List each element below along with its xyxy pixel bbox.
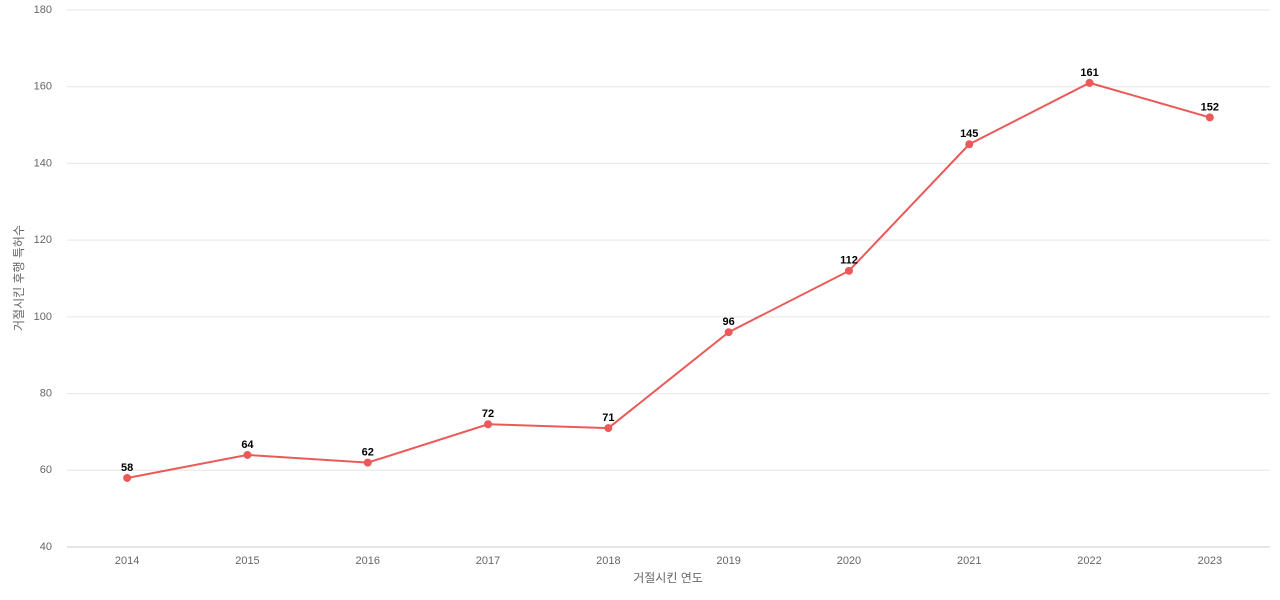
data-label: 96 xyxy=(723,316,735,328)
y-tick-label: 60 xyxy=(40,464,52,476)
point xyxy=(123,473,132,482)
y-tick-label: 100 xyxy=(34,311,52,323)
data-label: 58 xyxy=(121,462,133,474)
x-tick-label: 2014 xyxy=(115,555,139,567)
line xyxy=(126,81,1211,479)
point xyxy=(1085,78,1094,87)
y-tick-label: 160 xyxy=(34,81,52,93)
x-tick-label: 2016 xyxy=(356,555,380,567)
x-tick-label: 2022 xyxy=(1077,555,1101,567)
y-tick-label: 120 xyxy=(34,234,52,246)
y-tick-label: 40 xyxy=(40,541,52,553)
point xyxy=(484,420,493,429)
x-tick-label: 2021 xyxy=(957,555,981,567)
data-label: 64 xyxy=(241,439,254,451)
point xyxy=(363,458,372,467)
data-label: 72 xyxy=(482,408,494,420)
x-tick-label: 2020 xyxy=(837,555,861,567)
x-tick-label: 2018 xyxy=(596,555,620,567)
y-tick-label: 180 xyxy=(34,4,52,16)
point xyxy=(965,140,974,149)
x-tick-label: 2015 xyxy=(235,555,259,567)
y-tick-label: 140 xyxy=(34,157,52,169)
y-tick-label: 80 xyxy=(40,387,52,399)
data-label: 71 xyxy=(602,412,614,424)
data-label: 152 xyxy=(1201,101,1219,113)
point xyxy=(844,266,853,275)
x-tick-label: 2019 xyxy=(716,555,740,567)
y-axis-label: 거절시킨 후행 특허수 xyxy=(11,225,26,331)
point xyxy=(243,450,252,459)
point xyxy=(724,328,733,337)
data-label: 145 xyxy=(960,128,978,140)
x-tick-label: 2017 xyxy=(476,555,500,567)
x-tick-label: 2023 xyxy=(1198,555,1222,567)
point xyxy=(1205,113,1214,122)
data-label: 161 xyxy=(1080,67,1098,79)
data-label: 112 xyxy=(840,255,858,267)
x-axis-label: 거절시킨 연도 xyxy=(633,571,703,585)
data-label: 62 xyxy=(362,447,374,459)
point xyxy=(604,424,613,433)
